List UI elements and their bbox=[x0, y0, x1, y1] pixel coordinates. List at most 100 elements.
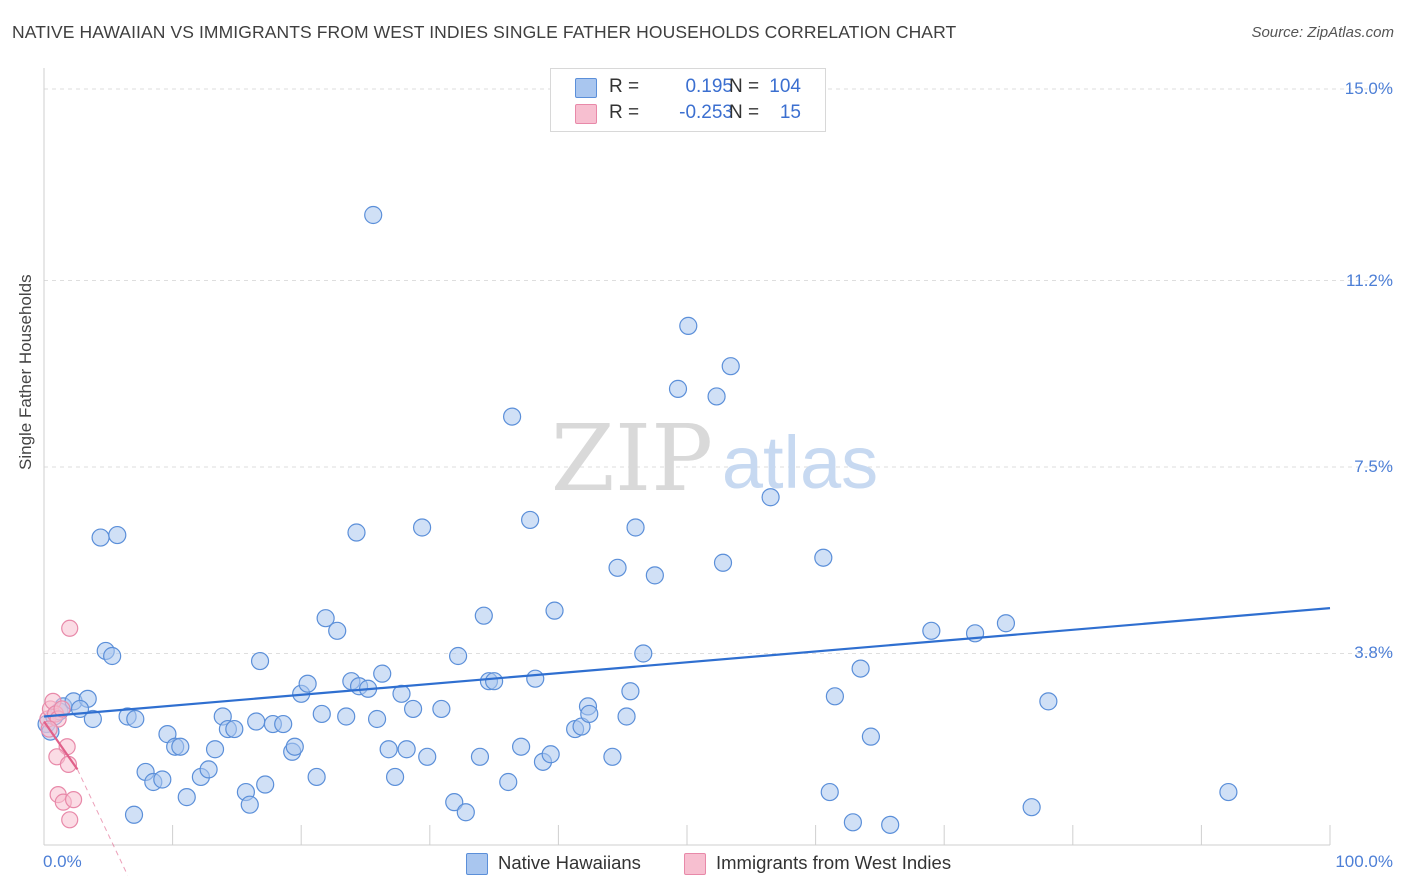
native-hawaiian-point bbox=[274, 714, 293, 734]
native-hawaiian-point bbox=[545, 601, 564, 620]
native-hawaiian-point bbox=[1022, 798, 1041, 817]
native-hawaiian-point bbox=[679, 316, 698, 335]
legend-n-value: 15 bbox=[779, 102, 801, 123]
native-hawaiian-point bbox=[367, 709, 387, 729]
legend-n-label: N = bbox=[729, 102, 760, 123]
native-hawaiian-point bbox=[153, 770, 172, 789]
watermark: ZIP atlas bbox=[551, 405, 878, 512]
watermark-zip: ZIP bbox=[551, 405, 713, 512]
native-hawaiian-point bbox=[298, 674, 317, 693]
native-hawaiian-point bbox=[707, 387, 726, 406]
axes bbox=[43, 68, 1331, 846]
native-hawaiian-point bbox=[456, 803, 475, 822]
native-hawaiian-point bbox=[312, 704, 331, 724]
native-hawaiian-point bbox=[171, 737, 190, 756]
native-hawaiian-point bbox=[385, 767, 405, 787]
legend-swatch-pink bbox=[575, 104, 597, 124]
native-hawaiian-point bbox=[634, 644, 653, 663]
legend-r-label: R = bbox=[609, 76, 640, 97]
native-hawaiian-point bbox=[713, 553, 733, 572]
native-hawaiian-point bbox=[347, 523, 366, 542]
native-hawaiian-point bbox=[861, 727, 880, 746]
x-tick-label-max: 100.0% bbox=[1335, 852, 1393, 871]
west-indies-trend-extension bbox=[76, 769, 129, 876]
native-hawaiian-point bbox=[608, 558, 627, 577]
native-hawaiian-point bbox=[499, 772, 518, 792]
y-tick-label: 11.2% bbox=[1346, 270, 1393, 290]
native-hawaiian-point bbox=[621, 682, 640, 701]
native-hawaiian-point bbox=[626, 518, 645, 537]
native-hawaiian-point bbox=[403, 699, 423, 719]
native-hawaiian-point bbox=[250, 651, 270, 671]
native-hawaiian-point bbox=[364, 205, 383, 225]
native-hawaiian-point bbox=[307, 767, 326, 787]
native-hawaiian-point bbox=[83, 709, 102, 729]
native-hawaiian-point bbox=[721, 357, 740, 376]
west-indies-point bbox=[61, 619, 79, 637]
native-hawaiian-point bbox=[881, 815, 900, 834]
native-hawaiian-point bbox=[922, 621, 941, 640]
west-indies-point bbox=[61, 811, 79, 829]
data-points bbox=[37, 205, 1238, 834]
native-hawaiian-point bbox=[328, 621, 347, 640]
native-hawaiian-point bbox=[843, 813, 862, 832]
bottom-legend-swatch-blue bbox=[466, 853, 488, 875]
native-hawaiian-point bbox=[199, 760, 218, 779]
native-hawaiian-point bbox=[124, 805, 144, 824]
native-hawaiian-point bbox=[521, 510, 540, 530]
native-hawaiian-point bbox=[617, 707, 636, 726]
x-tick-label-min: 0.0% bbox=[43, 852, 82, 871]
watermark-atlas: atlas bbox=[722, 421, 878, 504]
native-hawaiian-point bbox=[470, 747, 490, 766]
native-hawaiian-point bbox=[103, 646, 122, 666]
native-hawaiian-point bbox=[503, 407, 522, 426]
chart-title: NATIVE HAWAIIAN VS IMMIGRANTS FROM WEST … bbox=[12, 22, 957, 42]
native-hawaiian-point bbox=[541, 745, 560, 764]
bottom-legend-west-indies: Immigrants from West Indies bbox=[716, 852, 952, 873]
native-hawaiian-point bbox=[474, 606, 493, 625]
native-hawaiian-point bbox=[108, 525, 127, 545]
west-indies-trend-line bbox=[43, 720, 79, 771]
native-hawaiian-point bbox=[485, 672, 504, 691]
bottom-legend-swatch-pink bbox=[684, 853, 706, 875]
native-hawaiian-point bbox=[412, 518, 432, 537]
y-tick-label: 15.0% bbox=[1344, 79, 1393, 98]
native-hawaiian-point bbox=[177, 788, 196, 807]
native-hawaiian-trend-line bbox=[43, 607, 1331, 718]
native-hawaiian-point bbox=[205, 740, 225, 759]
native-hawaiian-point bbox=[316, 609, 335, 628]
native-hawaiian-point bbox=[126, 709, 145, 729]
native-hawaiian-point bbox=[247, 712, 266, 731]
native-hawaiian-point bbox=[996, 614, 1016, 633]
native-hawaiian-point bbox=[445, 793, 464, 812]
native-hawaiian-point bbox=[256, 775, 275, 794]
native-hawaiian-point bbox=[814, 548, 833, 567]
y-tick-label: 7.5% bbox=[1354, 457, 1393, 476]
native-hawaiian-point bbox=[240, 795, 259, 814]
y-tick-label: 3.8% bbox=[1354, 643, 1393, 663]
west-indies-point bbox=[53, 700, 71, 718]
native-hawaiian-point bbox=[526, 669, 545, 688]
native-hawaiian-point bbox=[432, 699, 451, 719]
correlation-legend: R = 0.195 N = 104 R = -0.253 N = 15 bbox=[550, 68, 826, 132]
native-hawaiian-point bbox=[603, 747, 622, 766]
native-hawaiian-point bbox=[1039, 692, 1058, 711]
native-hawaiian-point bbox=[379, 740, 398, 759]
native-hawaiian-point bbox=[512, 737, 531, 756]
west-indies-point bbox=[64, 791, 83, 809]
native-hawaiian-point bbox=[668, 379, 688, 398]
native-hawaiian-point bbox=[91, 528, 110, 547]
legend-n-label: N = bbox=[729, 76, 760, 97]
native-hawaiian-point bbox=[373, 664, 392, 683]
y-axis-label: Single Father Households bbox=[16, 274, 35, 470]
legend-r-value: -0.253 bbox=[679, 102, 733, 123]
native-hawaiian-point bbox=[851, 659, 870, 678]
legend-r-label: R = bbox=[609, 102, 640, 123]
legend-n-value: 104 bbox=[769, 76, 801, 97]
native-hawaiian-point bbox=[397, 740, 416, 759]
native-hawaiian-point bbox=[825, 687, 844, 706]
trend-lines bbox=[43, 607, 1331, 876]
native-hawaiian-point bbox=[418, 747, 437, 766]
native-hawaiian-point bbox=[820, 782, 839, 802]
